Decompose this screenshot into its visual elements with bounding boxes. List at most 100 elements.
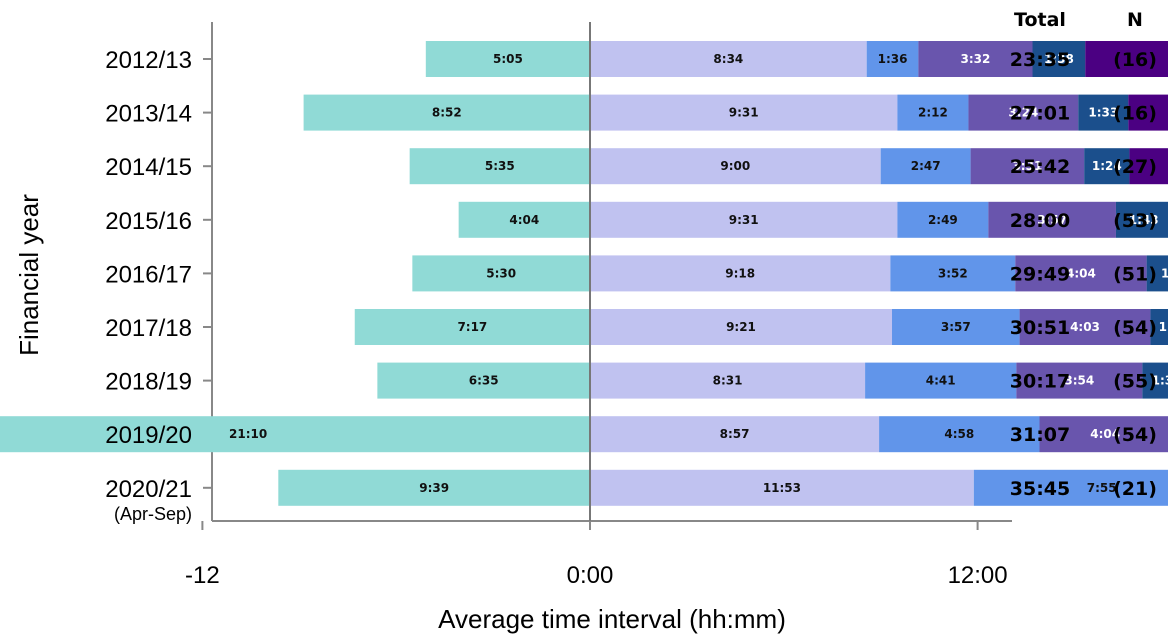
bar-segment xyxy=(590,255,891,292)
x-tick-label: 0:00 xyxy=(567,562,614,589)
bar-segment xyxy=(1032,41,1086,77)
n-value: (54) xyxy=(1113,317,1157,339)
y-tick-label: 2014/15 xyxy=(105,154,192,181)
y-tick-sublabel: (Apr-Sep) xyxy=(114,504,192,524)
bar-segment xyxy=(590,362,866,399)
y-tick-label: 2013/14 xyxy=(105,101,192,128)
bar-segment-label: 4:04 xyxy=(1090,427,1120,441)
bar-segment-label: 1:38 xyxy=(1044,52,1074,66)
x-axis-title: Average time interval (hh:mm) xyxy=(438,604,786,634)
bar-segment xyxy=(880,148,971,185)
n-value: (27) xyxy=(1113,156,1157,178)
bar-segment-label: 8:57 xyxy=(720,427,750,441)
total-value: 27:01 xyxy=(1010,103,1070,125)
bar-segment-label: 1:24 xyxy=(1092,159,1122,173)
bar-segment-label: 3:24 xyxy=(1008,106,1038,120)
bar-segment xyxy=(1129,148,1168,185)
bar-segment-label: 8:52 xyxy=(432,106,462,120)
totals-header: Total xyxy=(1014,9,1066,31)
y-tick-label: 2015/16 xyxy=(105,208,192,235)
bar-segment-label: 7:55 xyxy=(1087,481,1117,495)
bar-segment xyxy=(1084,148,1130,185)
bar-segment-label: 3:32 xyxy=(961,52,991,66)
bar-segment-label: 8:34 xyxy=(713,52,743,66)
bar-segment-label: 8:31 xyxy=(713,374,743,388)
bar-segment xyxy=(1015,255,1147,292)
total-value: 25:42 xyxy=(1010,156,1070,178)
bar-segment-label: 4:04 xyxy=(1066,266,1096,280)
y-axis-title: Financial year xyxy=(14,194,44,356)
total-value: 30:51 xyxy=(1010,317,1070,339)
total-value: 28:00 xyxy=(1010,210,1070,232)
bar-segment xyxy=(1019,309,1151,345)
bar-segment-label: 3:31 xyxy=(1012,159,1042,173)
bar-segment-label: 1:33 xyxy=(1088,106,1118,120)
n-value: (53) xyxy=(1113,210,1157,232)
total-value: 31:07 xyxy=(1010,424,1070,446)
bar-segment xyxy=(590,469,974,506)
bar-segment xyxy=(866,41,919,77)
bar-segment xyxy=(409,148,590,185)
bar-segment xyxy=(1146,255,1168,292)
bar-segment xyxy=(1078,94,1129,131)
bar-segment-label: 3:54 xyxy=(1064,374,1094,388)
bar-segment xyxy=(1128,94,1168,131)
bar-segment xyxy=(1016,362,1143,399)
bar-segment-label: 2:49 xyxy=(928,213,958,227)
bar-segment-label: 3:57 xyxy=(941,320,971,334)
n-value: (51) xyxy=(1113,263,1157,285)
total-value: 35:45 xyxy=(1010,478,1070,500)
bar-segment-label: 2:47 xyxy=(911,159,941,173)
bar-segment-label: 4:58 xyxy=(944,427,974,441)
bar-segment xyxy=(278,469,590,506)
bar-segment xyxy=(865,362,1017,399)
y-tick-label: 2019/20 xyxy=(105,422,192,449)
bar-segment-label: 1:43 xyxy=(1129,213,1159,227)
bar-segment-label: 21:10 xyxy=(229,427,267,441)
y-tick-label: 2012/13 xyxy=(105,47,192,74)
bar-segment xyxy=(1085,41,1168,77)
bar-segment-label: 5:30 xyxy=(486,266,516,280)
bar-segment-label: 9:21 xyxy=(726,320,756,334)
bar-segment-label: 4:04 xyxy=(509,213,539,227)
y-tick-label: 2020/21 xyxy=(105,476,192,503)
bar-segment-label: 1:49 xyxy=(1161,266,1168,280)
bar-segment xyxy=(354,309,590,345)
bar-segment xyxy=(1150,309,1168,345)
y-tick-label: 2016/17 xyxy=(105,261,192,288)
bar-segment-label: 4:41 xyxy=(926,374,956,388)
bar-segment-label: 7:17 xyxy=(457,320,487,334)
y-tick-label: 2017/18 xyxy=(105,315,192,342)
bar-segment xyxy=(890,255,1016,292)
n-value: (21) xyxy=(1113,478,1157,500)
bar-segment xyxy=(897,201,989,238)
bar-segment xyxy=(970,148,1085,185)
bar-segment xyxy=(897,94,969,131)
bar-segment-label: 9:31 xyxy=(729,106,759,120)
bar-segment-label: 9:18 xyxy=(725,266,755,280)
bar-segment xyxy=(1142,362,1168,399)
n-value: (16) xyxy=(1113,103,1157,125)
bar-segment xyxy=(590,309,893,345)
bar-segment xyxy=(973,469,1168,506)
bar-segment xyxy=(377,362,590,399)
bar-segment xyxy=(0,416,591,453)
bar-segment xyxy=(988,201,1116,238)
n-value: (55) xyxy=(1113,371,1157,393)
bar-segment-label: 9:00 xyxy=(720,159,750,173)
bar-segment-label: 9:31 xyxy=(729,213,759,227)
bar-segment xyxy=(968,94,1079,131)
bar-segment xyxy=(590,41,867,77)
n-header: N xyxy=(1127,9,1143,31)
bar-segment xyxy=(892,309,1020,345)
bar-segment-label: 2:12 xyxy=(918,106,948,120)
n-value: (16) xyxy=(1113,49,1157,71)
bar-segment xyxy=(303,94,590,131)
bar-segment xyxy=(458,201,590,238)
y-tick-label: 2018/19 xyxy=(105,369,192,396)
bar-segment xyxy=(918,41,1033,77)
chart-labels: -24-120:0012:0024:0036:002012/135:058:34… xyxy=(105,22,1168,589)
bar-segment xyxy=(590,201,898,238)
bar-segment xyxy=(412,255,590,292)
